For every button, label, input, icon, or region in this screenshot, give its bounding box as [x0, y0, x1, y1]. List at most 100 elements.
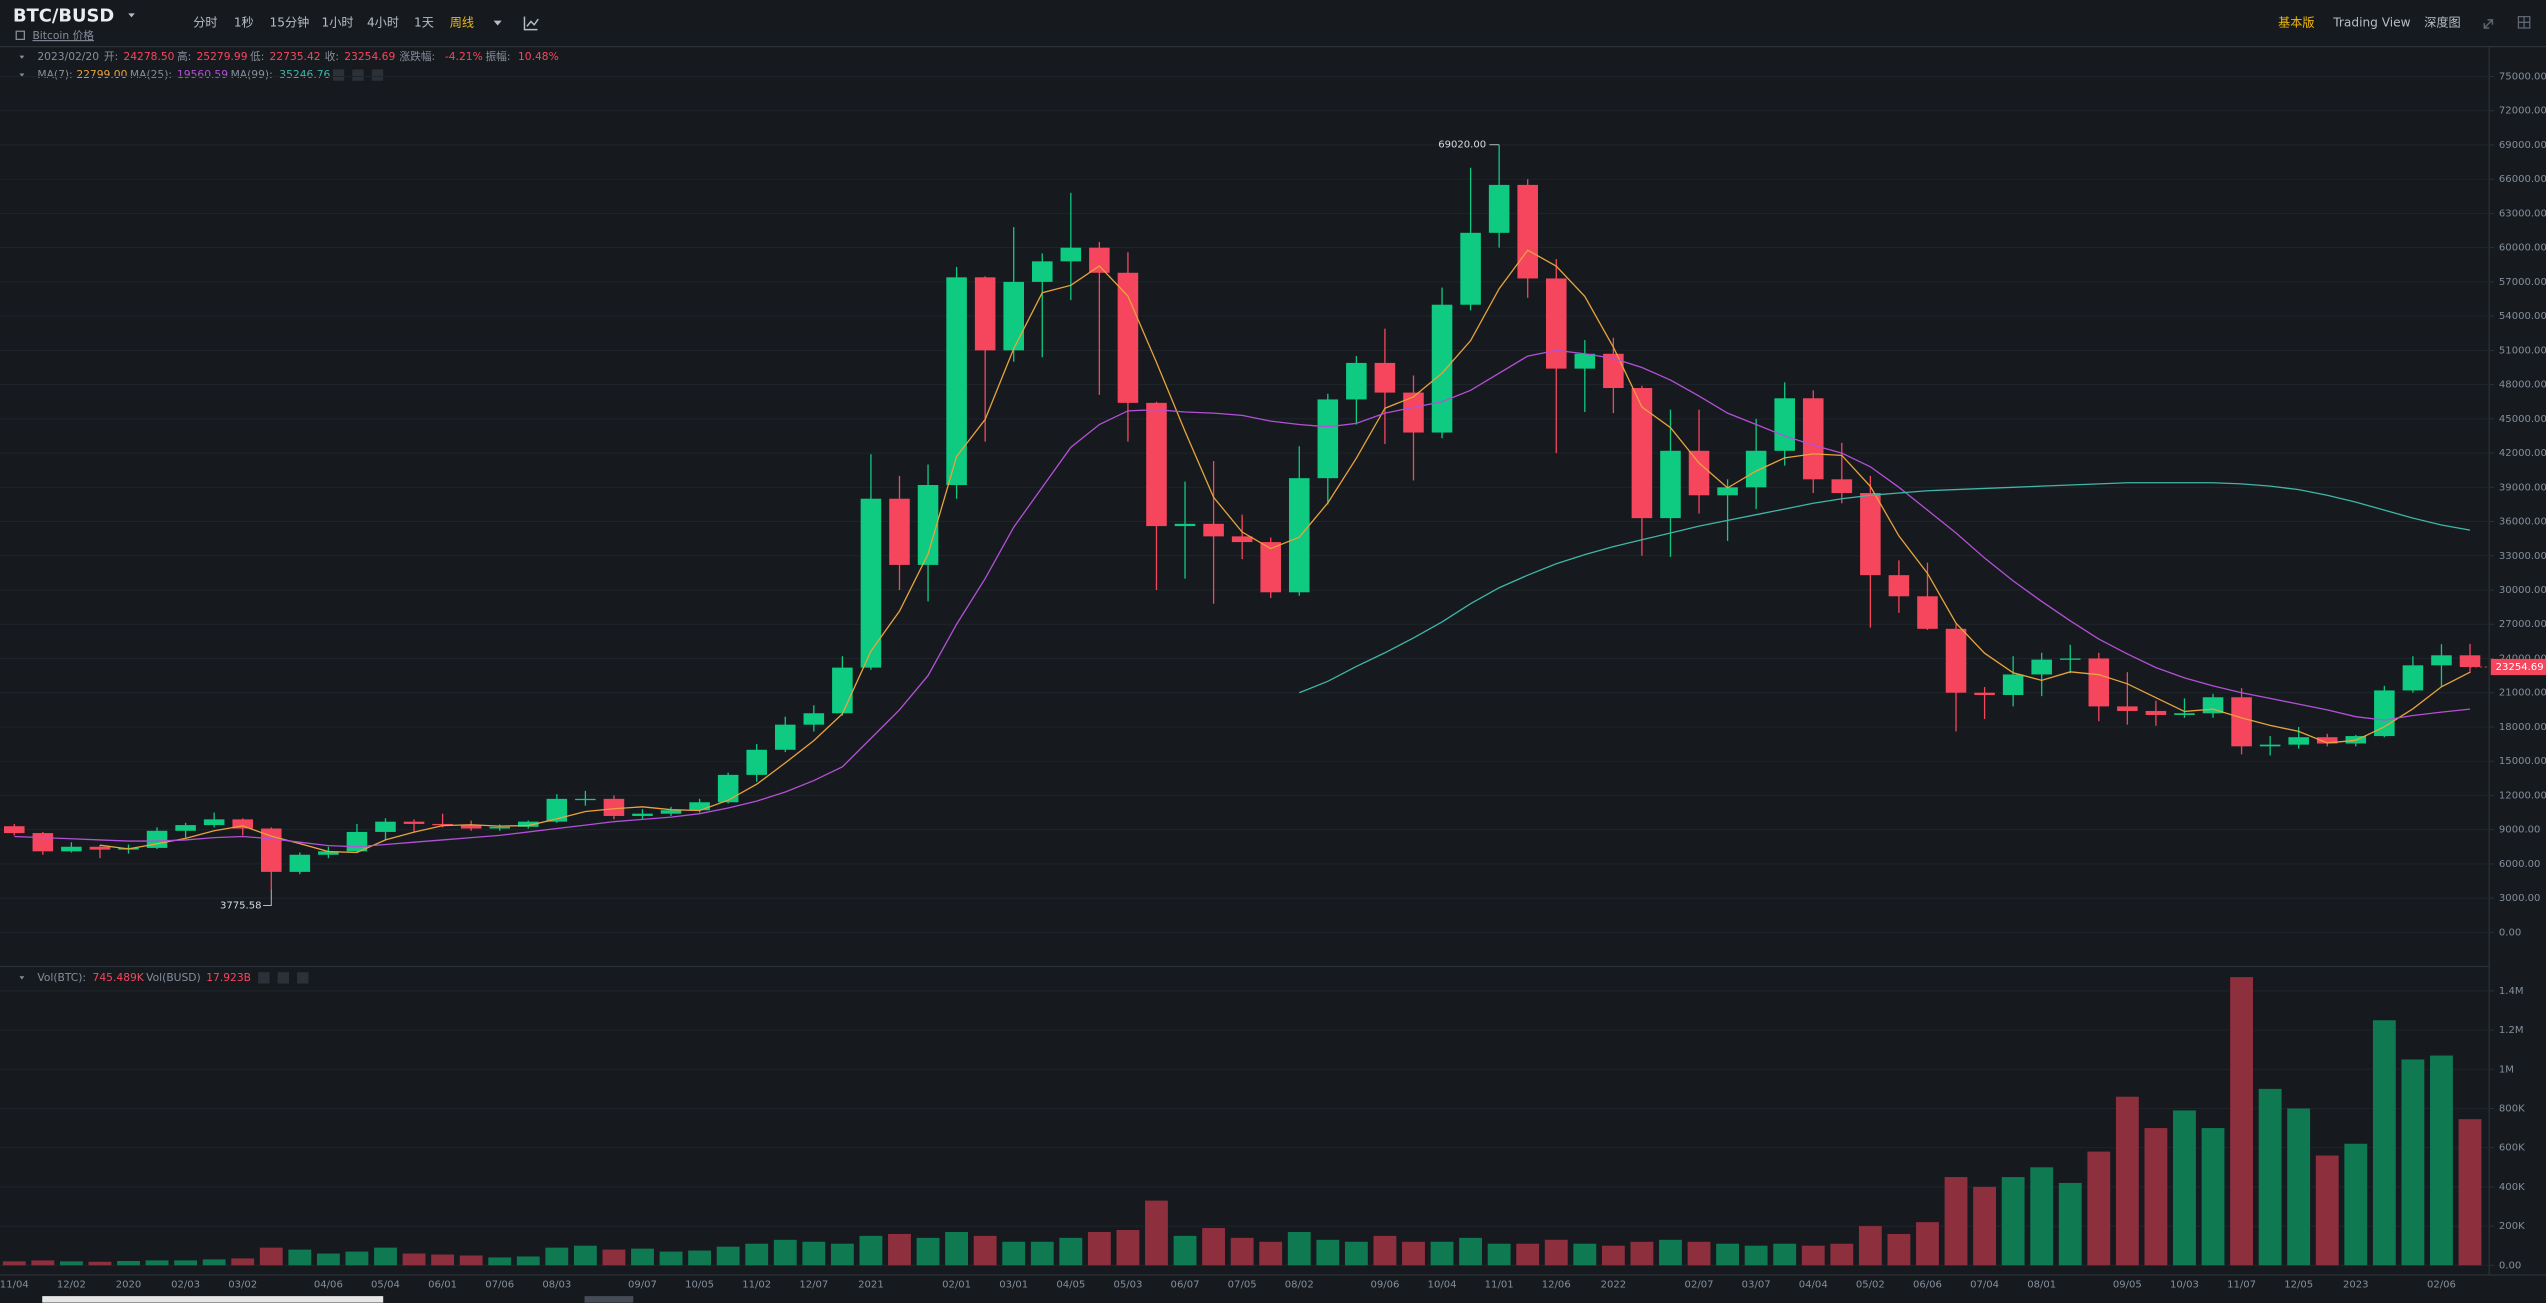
legend-label: 涨跌幅: — [399, 50, 435, 63]
layout-button[interactable] — [2517, 15, 2531, 29]
x-tick-label: 09/07 — [628, 1280, 657, 1291]
last-price-label: 23254.69 — [2496, 662, 2544, 673]
volume-bar — [1516, 1243, 1540, 1266]
volume-bar — [2287, 1108, 2311, 1266]
x-tick-label: 09/05 — [2113, 1280, 2142, 1291]
candle-body — [2002, 674, 2024, 695]
view-tab[interactable]: 深度图 — [2424, 15, 2460, 30]
volume-bar — [716, 1246, 740, 1266]
candle-body — [974, 277, 996, 351]
x-tick-label: 05/04 — [371, 1280, 400, 1291]
ma-line — [14, 349, 2471, 848]
volume-quote-value: 17.923B — [206, 971, 251, 984]
candle-body — [1517, 184, 1538, 279]
x-tick-label: 05/03 — [1113, 1280, 1142, 1291]
legend-value: 23254.69 — [344, 50, 395, 63]
candle-body — [346, 831, 368, 852]
x-tick-label: 09/06 — [1370, 1280, 1399, 1291]
candle-body — [1917, 596, 1938, 629]
volume-bar — [659, 1251, 683, 1266]
volume-bar — [830, 1243, 854, 1266]
symbol-dropdown[interactable] — [128, 13, 135, 18]
x-tick-label: 02/07 — [1685, 1280, 1714, 1291]
candle-body — [318, 851, 339, 855]
candle-body — [375, 821, 396, 832]
vol-hide[interactable] — [277, 972, 290, 984]
volume-bar — [174, 1260, 198, 1266]
x-tick-label: 03/07 — [1742, 1280, 1771, 1291]
y-tick-label: 200K — [2499, 1221, 2525, 1232]
volume-bar — [2115, 1096, 2139, 1266]
x-tick-label: 12/07 — [799, 1280, 828, 1291]
view-tab[interactable]: Trading View — [2332, 16, 2410, 30]
volume-bar — [2087, 1151, 2111, 1266]
candle-body — [803, 713, 825, 725]
volume-bar — [1087, 1231, 1111, 1266]
x-tick-label: 2023 — [2343, 1280, 2369, 1291]
volume-bar — [1430, 1241, 1454, 1266]
ma-value: 35246.76 — [279, 68, 330, 81]
volume-bar — [2458, 1119, 2482, 1266]
interval[interactable]: 15分钟 — [270, 15, 310, 30]
volume-bar — [1601, 1245, 1625, 1266]
candle-body — [1745, 450, 1767, 488]
fullscreen-button[interactable] — [2483, 19, 2494, 29]
scroll-handle[interactable] — [584, 1296, 634, 1303]
candle-body — [832, 667, 853, 714]
vol-settings[interactable] — [258, 972, 270, 984]
candle-body — [260, 828, 282, 872]
candle-body — [2117, 706, 2138, 711]
interval[interactable]: 1秒 — [234, 16, 254, 30]
y-tick-label: 1.4M — [2499, 986, 2524, 997]
volume-bar — [1744, 1245, 1768, 1266]
y-tick-label: 36000.00 — [2499, 517, 2546, 528]
more-intervals[interactable] — [493, 20, 502, 26]
vol-close[interactable] — [297, 972, 309, 984]
candle-body — [460, 825, 482, 829]
interval[interactable]: 1小时 — [321, 16, 353, 30]
interval[interactable]: 1天 — [414, 16, 434, 30]
x-tick-label: 04/04 — [1799, 1280, 1828, 1291]
candle-body — [1460, 232, 1481, 305]
volume-bar — [88, 1261, 112, 1266]
ma-close[interactable] — [371, 69, 384, 81]
candle-body — [1660, 450, 1681, 519]
y-tick-label: 6000.00 — [2499, 859, 2541, 870]
interval[interactable]: 分时 — [193, 16, 217, 30]
candle-body — [1003, 281, 1024, 351]
volume-bar — [59, 1261, 83, 1266]
view-tab-active[interactable]: 基本版 — [2278, 16, 2314, 30]
ma-hide[interactable] — [352, 69, 364, 81]
collapse-arrow[interactable] — [19, 976, 25, 980]
symbol[interactable]: BTC/BUSD — [13, 6, 114, 27]
legend-date: 2023/02/20 — [37, 50, 99, 63]
volume-bar — [545, 1247, 569, 1266]
candle-body — [1603, 353, 1624, 389]
scrollbar[interactable] — [42, 1296, 384, 1303]
y-tick-label: 18000.00 — [2499, 722, 2546, 733]
candle-body — [2145, 710, 2167, 715]
volume-bar — [1916, 1222, 1939, 1266]
candle-body — [2316, 737, 2338, 744]
volume-bar — [1373, 1235, 1397, 1266]
indicator-button[interactable] — [523, 16, 539, 31]
volume-bar — [1687, 1241, 1711, 1266]
volume-bar — [1973, 1186, 1997, 1266]
candle-body — [1374, 362, 1396, 393]
ma-settings[interactable] — [332, 69, 345, 81]
volume-bar — [1059, 1237, 1083, 1266]
x-tick-label: 2021 — [858, 1280, 884, 1291]
interval-active[interactable]: 周线 — [450, 16, 474, 30]
candle-body — [89, 846, 111, 850]
volume-bar — [1344, 1241, 1368, 1266]
collapse-arrow[interactable] — [19, 55, 25, 59]
volume-bar — [2258, 1088, 2282, 1266]
volume-bar — [2230, 977, 2254, 1266]
collapse-arrow[interactable] — [19, 73, 25, 77]
volume-bar — [2315, 1155, 2339, 1266]
x-tick-label: 11/01 — [1485, 1280, 1514, 1291]
coin-link[interactable]: Bitcoin 价格 — [32, 29, 94, 42]
ma-line — [99, 249, 2471, 854]
interval[interactable]: 4小时 — [367, 16, 399, 30]
low-label: 3775.58 — [220, 901, 262, 912]
